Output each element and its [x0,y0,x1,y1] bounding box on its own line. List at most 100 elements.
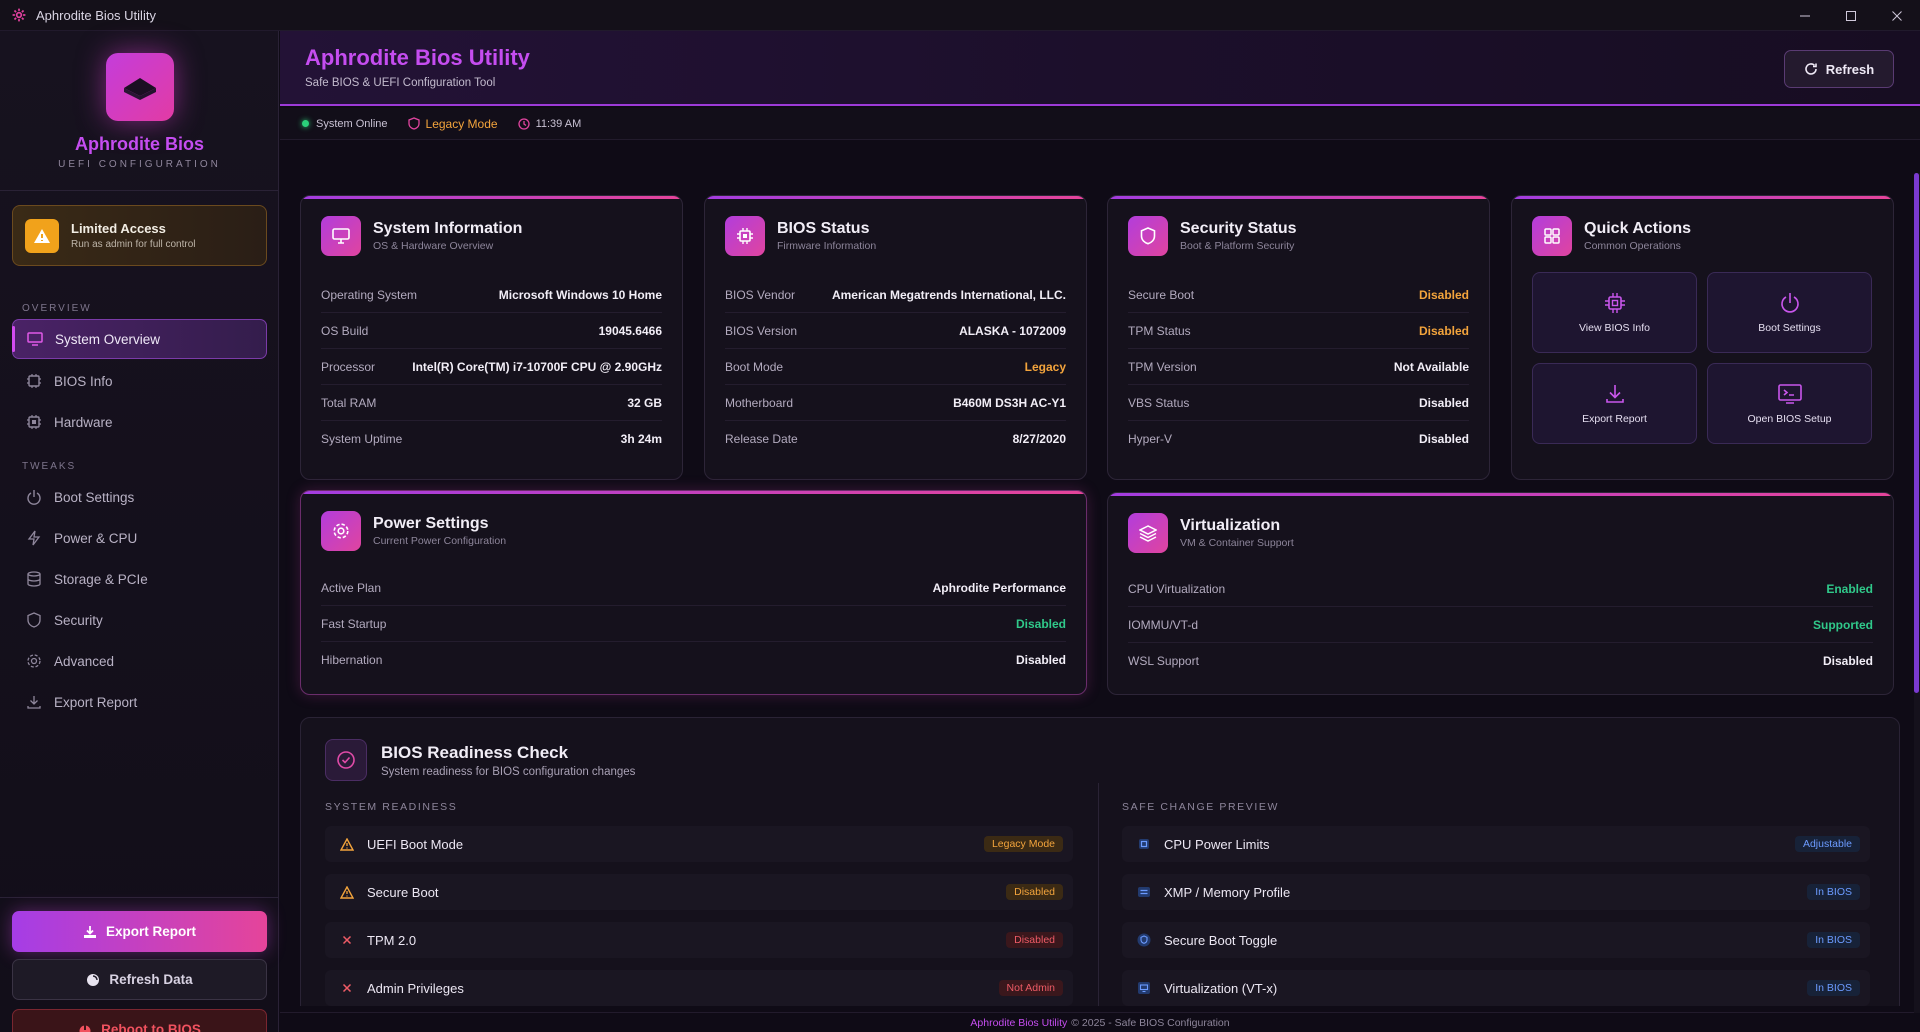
gear-icon [26,653,42,669]
virtualization-rows: CPU Virtualization Enabled IOMMU/VT-d Supp… [1128,571,1873,679]
row-value: Aphrodite Performance [932,580,1066,595]
status-badge: In BIOS [1807,980,1860,996]
row-value: Microsoft Windows 10 Home [498,287,662,302]
info-row: Operating System Microsoft Windows 10 Hom… [321,277,662,313]
row-key: Processor [321,359,376,374]
status-badge: In BIOS [1807,884,1860,900]
info-row: WSL Support Disabled [1128,643,1873,679]
row-key: BIOS Version [725,323,798,338]
power-icon [26,489,42,505]
export-report-quick-button[interactable]: Export Report [1532,363,1697,444]
nav-label: Storage & PCIe [54,571,148,587]
row-key: IOMMU/VT-d [1128,617,1199,632]
status-online-text: System Online [316,117,388,130]
readiness-item-uefi: UEFI Boot Mode Legacy Mode [325,826,1073,862]
limited-access-subtitle: Run as admin for full control [71,239,196,250]
readiness-item-secure-boot: Secure Boot Disabled [325,874,1073,910]
status-badge: In BIOS [1807,932,1860,948]
row-value: Disabled [1418,323,1469,338]
title-bar: Aphrodite Bios Utility [0,0,1920,31]
info-row: Hyper-V Disabled [1128,421,1469,457]
reboot-to-bios-button[interactable]: Reboot to BIOS [12,1009,267,1032]
download-icon [83,925,97,939]
nav-power-cpu[interactable]: Power & CPU [12,518,267,558]
header: Aphrodite Bios Utility Safe BIOS & UEFI … [280,31,1920,106]
close-button[interactable] [1874,0,1920,31]
nav-security[interactable]: Security [12,600,267,640]
scrollbar-thumb[interactable] [1914,173,1919,693]
preview-label: Virtualization (VT-x) [1164,980,1278,996]
preview-label: CPU Power Limits [1164,836,1270,852]
export-report-button[interactable]: Export Report [12,911,267,952]
nav-boot-settings[interactable]: Boot Settings [12,477,267,517]
row-value: 8/27/2020 [1012,432,1066,446]
monitor-icon [321,216,361,256]
row-value: ALASKA - 1072009 [959,323,1066,338]
status-badge: Not Admin [998,980,1063,996]
row-key: Fast Startup [321,616,387,631]
brand-logo [106,53,174,121]
info-row: BIOS Vendor American Megatrends Internati… [725,277,1066,313]
chip-icon [1136,836,1152,852]
refresh-icon [86,973,100,987]
security-status-card: Security Status Boot & Platform Security… [1107,195,1490,480]
content-area: System Information OS & Hardware Overvie… [280,141,1920,1006]
virtualization-card: Virtualization VM & Container Support CP… [1107,492,1894,695]
status-badge: Disabled [1006,884,1063,900]
row-key: Total RAM [321,395,377,410]
row-key: TPM Status [1128,323,1191,338]
window-controls [1782,0,1920,31]
readiness-item-admin: Admin Privileges Not Admin [325,970,1073,1006]
nav-advanced[interactable]: Advanced [12,641,267,681]
preview-item-cpu-power: CPU Power Limits Adjustable [1122,826,1870,862]
maximize-button[interactable] [1828,0,1874,31]
nav-system-overview[interactable]: System Overview [12,319,267,359]
row-key: BIOS Vendor [725,287,796,302]
row-value: B460M DS3H AC-Y1 [953,395,1066,410]
quick-action-label: Export Report [1582,412,1647,425]
info-row: Total RAM 32 GB [321,385,662,421]
nav-label: Power & CPU [54,530,138,546]
readiness-label: Admin Privileges [367,980,464,996]
row-key: Active Plan [321,580,382,595]
row-value: Disabled [1418,287,1469,302]
page-title: Aphrodite Bios Utility [305,45,530,70]
nav-bios-info[interactable]: BIOS Info [12,361,267,401]
row-value: Disabled [1418,432,1469,446]
row-key: CPU Virtualization [1128,581,1226,596]
system-info-rows: Operating System Microsoft Windows 10 Hom… [321,277,662,457]
refresh-button[interactable]: Refresh [1784,50,1894,88]
divider [0,897,279,898]
info-row: Boot Mode Legacy [725,349,1066,385]
card-subtitle: VM & Container Support [1180,537,1294,549]
status-time-text: 11:39 AM [535,117,582,130]
row-value: Disabled [1822,654,1873,668]
open-bios-setup-button[interactable]: Open BIOS Setup [1707,363,1872,444]
row-key: VBS Status [1128,395,1190,410]
nav-hardware[interactable]: Hardware [12,402,267,442]
bios-status-rows: BIOS Vendor American Megatrends Internati… [725,277,1066,457]
footer: Aphrodite Bios Utility © 2025 - Safe BIO… [280,1012,1920,1032]
view-bios-info-button[interactable]: View BIOS Info [1532,272,1697,353]
readiness-subtitle: System readiness for BIOS configuration … [381,765,636,778]
row-key: Hyper-V [1128,432,1173,446]
info-row: OS Build 19045.6466 [321,313,662,349]
readiness-label: UEFI Boot Mode [367,836,464,852]
boot-settings-button[interactable]: Boot Settings [1707,272,1872,353]
refresh-data-button[interactable]: Refresh Data [12,959,267,1000]
overview-section-label: OVERVIEW [22,303,92,314]
row-value: Not Available [1393,359,1469,374]
shield-icon [1128,216,1168,256]
nav-export-report[interactable]: Export Report [12,682,267,722]
nav-storage-pcie[interactable]: Storage & PCIe [12,559,267,599]
nav-label: BIOS Info [54,373,113,389]
refresh-icon [1804,62,1818,76]
bios-readiness-card: BIOS Readiness Check System readiness fo… [300,717,1900,1006]
card-title: Security Status [1180,220,1297,237]
minimize-button[interactable] [1782,0,1828,31]
status-time: 11:39 AM [517,117,582,130]
refresh-data-label: Refresh Data [109,972,193,987]
status-mode-text: Legacy Mode [425,116,498,131]
check-circle-icon [325,739,367,781]
preview-item-virtualization: Virtualization (VT-x) In BIOS [1122,970,1870,1006]
